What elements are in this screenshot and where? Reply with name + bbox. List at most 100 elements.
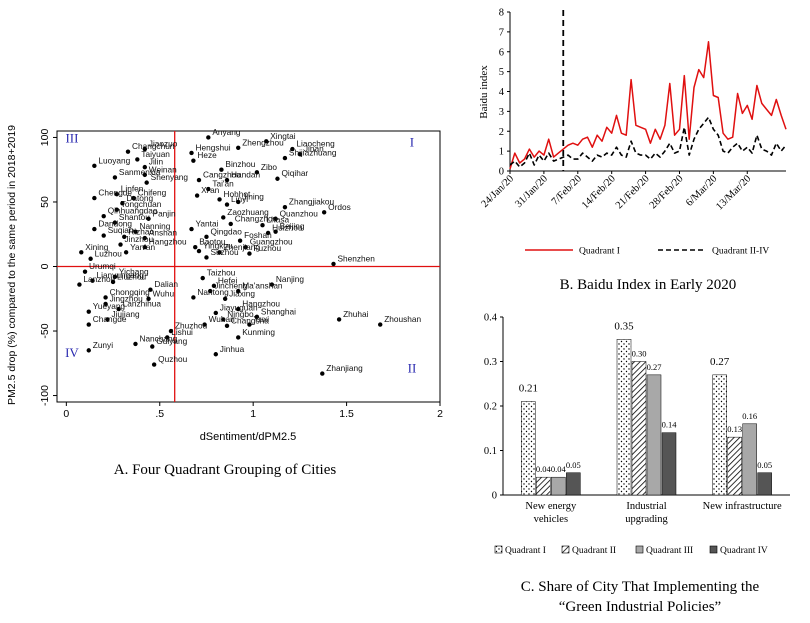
scatter-point-label: Urumqi <box>89 261 116 271</box>
scatter-point-marker <box>196 248 202 254</box>
scatter-ticks: 0 .5 1 1.5 2 100 50 0 -50 -100 <box>39 129 443 420</box>
scatter-point-marker <box>213 310 219 316</box>
scatter-point-marker <box>237 238 243 243</box>
scatter-point-wuhan: Wuhan <box>202 314 235 327</box>
scatter-point-marker <box>142 164 148 170</box>
scatter-point-jingzhou: Jingzhou <box>103 293 143 307</box>
scatter-point-ordos: Ordos <box>321 202 351 215</box>
scatter-point-jiaozuo: Jiaozuo <box>142 139 178 152</box>
scatter-point-qingdao: Qingdao <box>204 226 242 240</box>
scatter-point-rizhao: Rizhao <box>122 226 154 240</box>
scatter-point-label: Dandong <box>98 219 132 229</box>
scatter-point-label: Anyang <box>212 127 241 137</box>
scatter-point-label: Qiqihar <box>281 168 308 178</box>
scatter-point-xingtai: Xingtai <box>264 131 296 144</box>
scatter-point-label: Zhuzhou <box>175 321 208 331</box>
scatter-point-marker <box>275 176 280 181</box>
bar-y-tick-label: 0.2 <box>484 402 497 413</box>
scatter-y-tick-label: 50 <box>39 196 51 208</box>
scatter-point-marker <box>254 170 260 175</box>
scatter-point-label: Weinan <box>149 164 177 174</box>
scatter-point-marker <box>191 158 196 163</box>
scatter-point-marker <box>114 207 119 212</box>
scatter-point-guangzhou: Guangzhou <box>243 237 293 250</box>
scatter-point-label: Jining <box>242 191 264 201</box>
bar-value-label: 0.04 <box>551 464 567 474</box>
scatter-point-marker <box>142 172 148 178</box>
scatter-point-label: Qinhuangdao <box>108 206 158 216</box>
scatter-point-label: Nanchang <box>139 333 177 343</box>
bar-category-label-line2: upgrading <box>625 514 668 525</box>
scatter-point-label: Nantong <box>197 287 229 297</box>
scatter-point-foshan: Foshan <box>237 230 272 243</box>
scatter-point-label: Shanghai <box>261 306 296 316</box>
scatter-point-label: Binzhou <box>225 159 255 169</box>
scatter-point-lanzhou: Lanzhou <box>77 274 116 287</box>
line-chart-legend: Quadrant I Quadrant II-IV <box>525 247 769 257</box>
scatter-point-marker <box>282 155 288 161</box>
scatter-point-marker <box>320 371 325 376</box>
scatter-point-label: Zhangjiakou <box>289 197 335 207</box>
scatter-point-marker <box>208 288 213 294</box>
scatter-point-marker <box>336 317 342 322</box>
scatter-point-marker <box>123 250 129 255</box>
scatter-point-changzhou: Changzhou <box>228 213 278 227</box>
line-series-quadrant-i <box>509 41 787 170</box>
scatter-point-label: Lhasa <box>267 215 290 225</box>
quadrant-label: I <box>410 134 414 149</box>
scatter-point-jincheng: Jincheng <box>208 281 248 294</box>
scatter-point-marker <box>79 250 84 255</box>
scatter-point-label: Zhengzhou <box>242 137 284 147</box>
line-legend-label: Quadrant I <box>579 247 620 257</box>
scatter-point-tongchuan: Tongchuan <box>114 199 162 212</box>
scatter-point-label: Shijiazhuang <box>289 148 337 158</box>
scatter-point-label: Tai'an <box>212 179 234 189</box>
scatter-point-jiujiang: Jiujiang <box>105 309 140 322</box>
scatter-x-tick-label: 0 <box>63 408 69 420</box>
scatter-point-changchun: Changchun <box>125 141 175 154</box>
scatter-point-label: Jilin <box>149 157 164 167</box>
bar-value-label: 0.04 <box>536 464 552 474</box>
scatter-point-sanmenxia: Sanmenxia <box>112 167 161 180</box>
bar-y-tick-label: 0.3 <box>484 357 497 368</box>
scatter-point-nantong: Nantong <box>191 287 229 300</box>
scatter-point-label: Guangzhou <box>250 237 293 247</box>
scatter-point-wuhu: Wuhu <box>146 288 174 301</box>
scatter-point-label: Taizhou <box>207 268 236 278</box>
quadrant-label: III <box>65 131 78 146</box>
scatter-point-marker <box>148 287 153 292</box>
scatter-point-marker <box>146 296 151 301</box>
bar-value-label: 0.14 <box>662 420 678 430</box>
scatter-point-liaocheng: Liaocheng <box>290 139 335 152</box>
scatter-point-nanchang: Nanchang <box>133 333 178 347</box>
scatter-point-jinzhou: Jinzhou <box>118 234 154 247</box>
scatter-y-axis-label: PM2.5 drop (%) compared to the same peri… <box>6 125 18 405</box>
quadrant-label: II <box>408 360 417 375</box>
scatter-point-marker <box>144 180 149 185</box>
scatter-point-marker <box>133 229 138 234</box>
scatter-point-hangzhou: Hangzhou <box>142 237 187 250</box>
scatter-x-tick-label: 1.5 <box>339 408 354 420</box>
scatter-point-marker <box>204 234 209 240</box>
scatter-point-label: Taiyuan <box>141 149 170 159</box>
scatter-point-quanzhou: Quanzhou <box>273 208 318 221</box>
scatter-point-marker <box>103 295 108 300</box>
scatter-point-marker <box>224 323 230 329</box>
line-x-tick-label: 21/Feb/20 <box>614 173 652 211</box>
scatter-point-marker <box>378 322 383 327</box>
scatter-point-chifeng: Chifeng <box>131 188 167 201</box>
bar-y-tick-label: 0.1 <box>484 446 497 457</box>
quadrant-scatter-chart: 0 .5 1 1.5 2 100 50 0 -50 -100 Anyang Xingtai Jiaoz… <box>6 125 443 478</box>
bar-y-tick-label: 0 <box>492 491 497 502</box>
scatter-point-zhenjiang: Zhenjiang <box>217 242 260 255</box>
scatter-x-tick-label: 2 <box>437 408 443 420</box>
scatter-point-label: Handan <box>231 170 260 180</box>
scatter-point-label: Shenzhen <box>338 253 376 263</box>
bar-quadrant-iii <box>551 476 566 496</box>
scatter-point-ma-anshan: Ma'anshan <box>236 281 283 294</box>
scatter-point-label: Nanjing <box>276 274 305 284</box>
line-x-tick-label: 14/Feb/20 <box>580 173 618 211</box>
scatter-point-quzhou: Quzhou <box>151 354 188 367</box>
scatter-point-marker <box>200 275 205 281</box>
scatter-point-label: Hefei <box>218 275 238 285</box>
